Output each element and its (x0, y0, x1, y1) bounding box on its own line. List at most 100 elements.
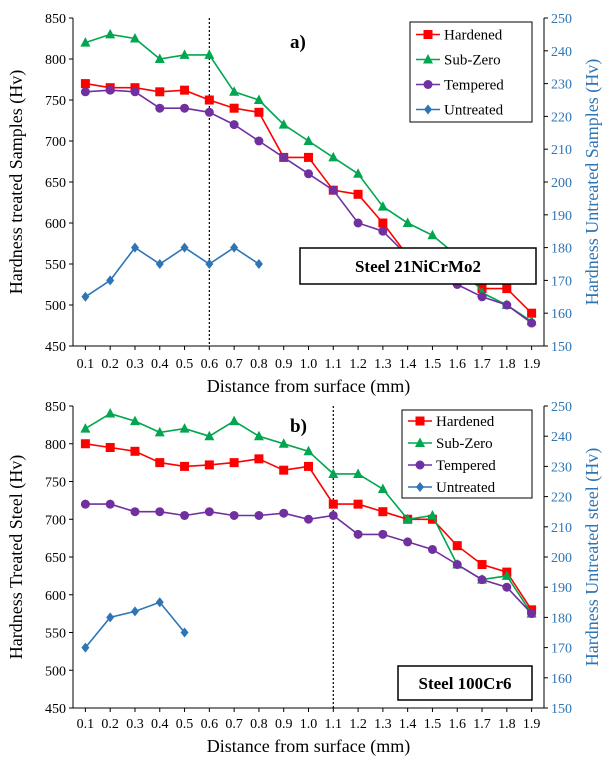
left-y-tick-label: 700 (45, 135, 66, 150)
right-y-tick-label: 180 (551, 242, 572, 257)
data-point-untreated (205, 259, 213, 269)
series-untreated (81, 597, 188, 652)
x-tick-label: 1.5 (424, 717, 442, 732)
data-point-hardened (304, 462, 313, 471)
data-point-subzero (80, 423, 90, 433)
x-tick-label: 0.8 (250, 717, 268, 732)
steel-label: Steel 100Cr6 (418, 674, 511, 693)
data-point-hardened (453, 541, 462, 550)
data-point-hardened (155, 458, 164, 467)
data-point-tempered (180, 104, 189, 113)
left-y-tick-label: 850 (45, 12, 66, 27)
data-point-tempered (354, 530, 363, 539)
right-y-tick-label: 190 (551, 581, 572, 596)
data-point-tempered (527, 319, 536, 328)
legend: Hardened Sub-Zero Tempered Untreated (410, 22, 532, 122)
data-point-tempered (378, 530, 387, 539)
data-point-hardened (180, 462, 189, 471)
data-point-hardened (205, 96, 214, 105)
right-y-tick-label: 170 (551, 642, 572, 657)
data-point-subzero (328, 152, 338, 162)
legend-label: Untreated (444, 103, 504, 119)
legend-label: Tempered (444, 78, 504, 94)
steel-label: Steel 21NiCrMo2 (355, 257, 481, 276)
x-tick-label: 0.9 (275, 357, 293, 372)
data-point-hardened (81, 439, 90, 448)
x-tick-label: 1.2 (349, 717, 367, 732)
data-point-subzero (105, 408, 115, 418)
left-y-tick-label: 450 (45, 702, 66, 717)
right-y-tick-label: 230 (551, 78, 572, 93)
left-y-tick-label: 500 (45, 299, 66, 314)
left-y-tick-label: 600 (45, 217, 66, 232)
data-point-hardened (230, 458, 239, 467)
data-point-hardened (378, 507, 387, 516)
data-point-subzero (427, 230, 437, 240)
data-point-subzero (304, 136, 314, 146)
right-y-tick-label: 200 (551, 176, 572, 191)
right-y-tick-label: 230 (551, 460, 572, 475)
data-point-subzero (427, 510, 437, 519)
right-y-tick-label: 250 (551, 400, 572, 415)
data-point-tempered (502, 301, 511, 310)
data-point-hardened (230, 104, 239, 113)
data-point-untreated (131, 606, 139, 616)
data-point-tempered (130, 87, 139, 96)
right-y-tick-label: 160 (551, 307, 572, 322)
data-point-tempered (403, 537, 412, 546)
data-point-tempered (453, 560, 462, 569)
data-point-hardened (378, 219, 387, 228)
left-y-tick-label: 650 (45, 176, 66, 191)
data-point-tempered (378, 227, 387, 236)
data-point-tempered (428, 545, 437, 554)
panel-label: b) (290, 416, 307, 437)
legend-label: Hardened (436, 414, 495, 430)
data-point-tempered (279, 509, 288, 518)
x-tick-label: 1.4 (399, 717, 417, 732)
right-y-tick-label: 210 (551, 143, 572, 158)
x-tick-label: 1.7 (473, 717, 491, 732)
data-point-tempered (527, 609, 536, 618)
data-point-subzero (229, 416, 239, 426)
x-tick-label: 1.2 (349, 357, 367, 372)
data-point-hardened (254, 108, 263, 117)
legend-swatch-marker (424, 30, 433, 39)
data-point-subzero (403, 218, 413, 228)
left-y-tick-label: 550 (45, 627, 66, 642)
x-tick-label: 1.7 (473, 357, 491, 372)
x-tick-label: 1.5 (424, 357, 442, 372)
data-point-hardened (354, 500, 363, 509)
series-untreated (81, 243, 263, 302)
data-point-tempered (304, 515, 313, 524)
x-axis-label: Distance from surface (mm) (207, 736, 410, 757)
series-line-tempered (85, 90, 531, 323)
legend-label: Tempered (436, 458, 496, 474)
data-point-hardened (106, 443, 115, 452)
data-point-tempered (502, 583, 511, 592)
right-y-tick-label: 250 (551, 12, 572, 27)
left-y-tick-label: 750 (45, 476, 66, 491)
data-point-hardened (180, 86, 189, 95)
data-point-tempered (254, 137, 263, 146)
right-y-tick-label: 180 (551, 611, 572, 626)
legend-swatch-marker (424, 80, 433, 89)
x-tick-label: 0.6 (201, 357, 219, 372)
chart-panel-b: 4505005506006507007508008501501601701801… (6, 400, 603, 757)
data-point-subzero (105, 29, 115, 39)
x-tick-label: 0.1 (77, 717, 95, 732)
data-point-tempered (254, 511, 263, 520)
x-tick-label: 1.1 (325, 357, 343, 372)
right-y-tick-label: 210 (551, 521, 572, 536)
data-point-subzero (180, 423, 190, 433)
x-tick-label: 1.3 (374, 357, 392, 372)
series-tempered (81, 500, 536, 618)
x-tick-label: 0.5 (176, 357, 194, 372)
left-y-axis-label: Hardness treated Samples (Hv) (6, 70, 27, 294)
x-tick-label: 0.3 (126, 357, 144, 372)
x-tick-label: 0.7 (225, 357, 243, 372)
data-point-untreated (230, 243, 238, 253)
x-tick-label: 0.6 (201, 717, 219, 732)
data-point-untreated (81, 292, 89, 302)
data-point-hardened (81, 79, 90, 88)
data-point-tempered (155, 104, 164, 113)
